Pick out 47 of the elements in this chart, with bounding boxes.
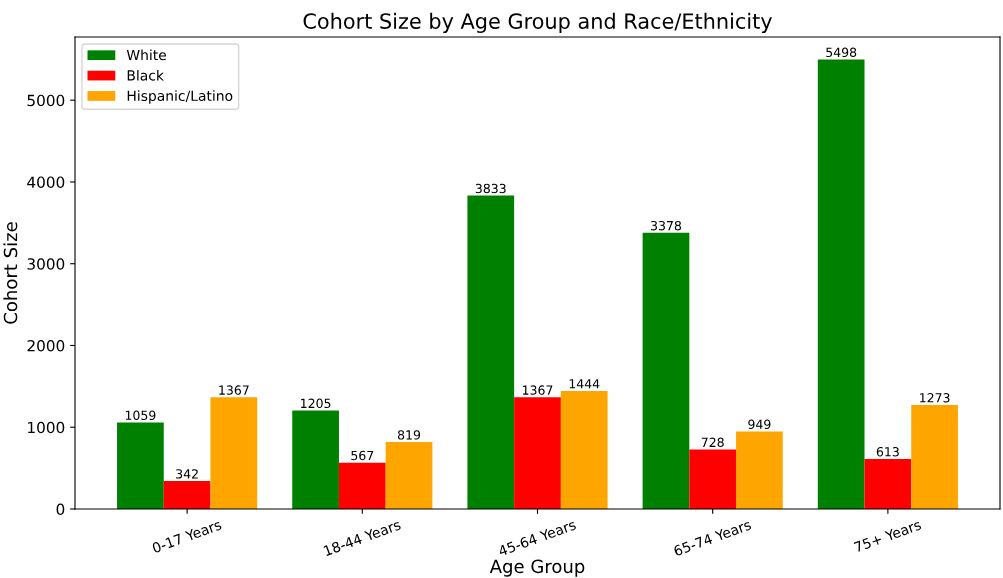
data-label: 3833 <box>475 183 506 194</box>
data-label: 728 <box>701 437 724 448</box>
x-tick-label: 65-74 Years <box>673 519 752 557</box>
bar <box>736 431 783 509</box>
data-label: 5498 <box>826 47 857 58</box>
y-axis-title: Cohort Size <box>3 222 18 324</box>
bar <box>817 59 865 509</box>
y-tick-label: 1000 <box>28 421 65 434</box>
x-tick-label: 75+ Years <box>853 519 922 553</box>
bar <box>117 422 164 509</box>
x-tick-label: 45-64 Years <box>497 519 577 557</box>
y-tick-label: 0 <box>56 503 65 516</box>
x-axis-title: Age Group <box>489 559 585 577</box>
data-label: 3378 <box>651 220 682 231</box>
chart-title: Cohort Size by Age Group and Race/Ethnicity <box>303 12 773 33</box>
bar <box>163 481 211 509</box>
data-label: 1367 <box>219 385 249 395</box>
y-tick-label: 2000 <box>27 339 65 352</box>
legend-label: Hispanic/Latino <box>127 90 233 104</box>
data-label: 1444 <box>569 379 600 389</box>
data-label: 567 <box>351 450 374 461</box>
bar <box>642 232 690 509</box>
bar <box>911 404 958 509</box>
bar <box>210 397 258 509</box>
x-tick-label: 0-17 Years <box>151 519 222 554</box>
data-label: 819 <box>397 430 421 440</box>
legend-label: White <box>126 49 167 61</box>
bar <box>514 397 561 509</box>
bar <box>385 442 433 509</box>
data-label: 1367 <box>522 385 553 395</box>
bar <box>338 462 386 509</box>
data-label: 613 <box>876 447 899 457</box>
data-label: 1059 <box>125 410 156 420</box>
bar <box>560 390 608 509</box>
legend-label: Black <box>127 69 164 81</box>
data-label: 949 <box>748 419 771 429</box>
y-tick-label: 5000 <box>27 94 65 107</box>
data-label: 1205 <box>301 398 331 409</box>
bar <box>467 195 515 509</box>
bar <box>864 458 912 509</box>
y-tick-label: 4000 <box>27 176 65 188</box>
bar <box>292 410 339 509</box>
x-tick-label: 18-44 Years <box>323 519 402 557</box>
data-label: 1273 <box>920 393 950 403</box>
y-tick-label: 3000 <box>27 258 65 270</box>
bar <box>689 449 737 509</box>
data-label: 342 <box>176 469 198 479</box>
